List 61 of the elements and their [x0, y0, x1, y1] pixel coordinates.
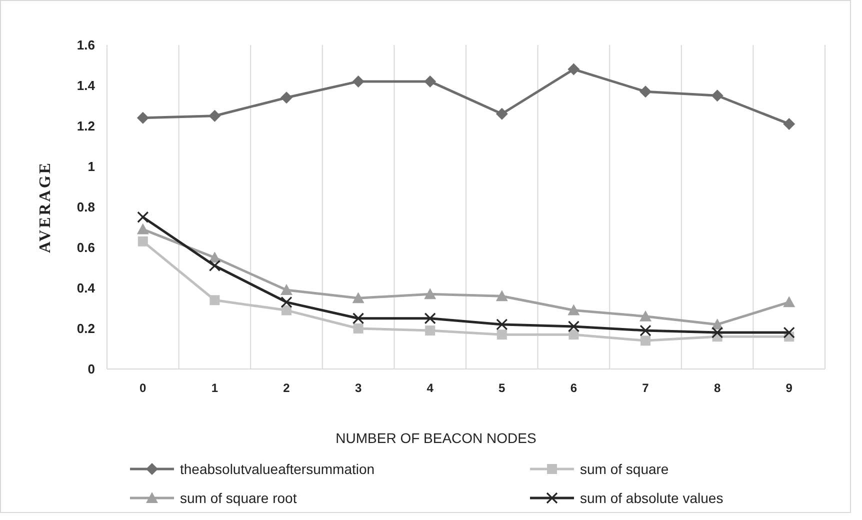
legend-label: sum of absolute values: [580, 490, 724, 506]
point: [424, 312, 436, 324]
point: [568, 63, 580, 76]
point: [280, 92, 292, 104]
y-tick-label: 0: [88, 362, 95, 377]
point: [352, 292, 364, 304]
point: [136, 112, 149, 124]
point: [352, 75, 364, 88]
point: [640, 310, 652, 322]
point: [208, 110, 221, 122]
point: [496, 330, 507, 340]
point: [137, 211, 149, 223]
y-tick-label: 1.6: [76, 38, 95, 53]
x-tick-label: 1: [211, 381, 218, 395]
point: [640, 336, 650, 346]
point: [640, 324, 652, 336]
y-tick-label: 0.2: [76, 321, 95, 336]
x-tick-label: 8: [714, 381, 721, 395]
point: [496, 318, 508, 330]
y-tick-label: 0.6: [76, 240, 95, 256]
point: [496, 290, 508, 302]
legend-label: sum of square: [580, 460, 669, 477]
point: [280, 284, 292, 296]
point: [352, 312, 364, 324]
point: [568, 304, 580, 316]
point: [136, 223, 149, 234]
point: [568, 320, 580, 332]
point: [712, 326, 724, 338]
point: [138, 236, 148, 246]
point: [425, 326, 436, 336]
point: [210, 295, 220, 306]
point: [568, 330, 579, 340]
y-tick-label: 1.4: [76, 78, 96, 94]
x-axis-title: NUMBER OF BEACON NODES: [336, 430, 536, 446]
point: [711, 90, 724, 102]
point: [282, 305, 292, 316]
point: [353, 324, 364, 334]
x-tick-label: 4: [426, 381, 434, 395]
point: [783, 296, 796, 308]
x-tick-label: 3: [354, 381, 362, 395]
x-tick-label: 9: [786, 381, 793, 395]
legend-label: sum of square root: [180, 490, 297, 506]
point: [783, 326, 795, 338]
x-tick-label: 0: [140, 381, 147, 395]
y-axis-title: AVERAGE: [37, 161, 54, 253]
point: [424, 75, 436, 88]
x-tick-label: 7: [642, 381, 650, 395]
point: [496, 108, 508, 120]
y-tick-label: 0.8: [76, 200, 95, 215]
point: [640, 86, 652, 98]
x-tick-label: 5: [498, 381, 506, 395]
point: [783, 118, 796, 130]
x-tick-label: 2: [283, 381, 290, 395]
point: [208, 260, 220, 272]
y-tick-label: 1.2: [76, 118, 95, 134]
y-tick-label: 1: [88, 159, 95, 174]
point: [280, 296, 292, 308]
point: [424, 288, 436, 300]
y-tick-label: 0.4: [76, 280, 96, 296]
x-tick-label: 6: [570, 381, 578, 395]
legend-label: theabsolutvalueaftersummation: [180, 460, 375, 477]
